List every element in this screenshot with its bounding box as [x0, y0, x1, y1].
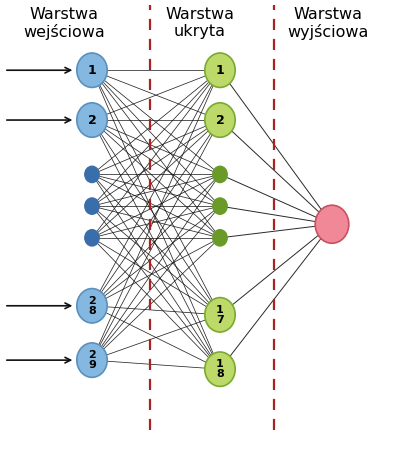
Circle shape — [85, 198, 99, 214]
Circle shape — [77, 103, 107, 137]
Text: 1: 1 — [216, 64, 224, 77]
Text: 1
8: 1 8 — [216, 359, 224, 379]
Circle shape — [205, 103, 235, 137]
Text: 2: 2 — [216, 114, 224, 126]
Circle shape — [315, 205, 349, 243]
Text: 2
9: 2 9 — [88, 350, 96, 370]
Circle shape — [213, 198, 227, 214]
Circle shape — [205, 352, 235, 386]
Text: Warstwa
wyjściowa: Warstwa wyjściowa — [287, 7, 369, 40]
Text: Warstwa
ukryta: Warstwa ukryta — [166, 7, 234, 39]
Text: 2: 2 — [88, 114, 96, 126]
Text: 2
8: 2 8 — [88, 296, 96, 316]
Circle shape — [213, 166, 227, 183]
Circle shape — [85, 166, 99, 183]
Circle shape — [213, 230, 227, 246]
Circle shape — [77, 53, 107, 87]
Circle shape — [77, 289, 107, 323]
Text: 1: 1 — [88, 64, 96, 77]
Text: 1
7: 1 7 — [216, 305, 224, 325]
Circle shape — [85, 230, 99, 246]
Circle shape — [205, 298, 235, 332]
Circle shape — [205, 53, 235, 87]
Text: Warstwa
wejściowa: Warstwa wejściowa — [23, 7, 105, 40]
Circle shape — [77, 343, 107, 377]
